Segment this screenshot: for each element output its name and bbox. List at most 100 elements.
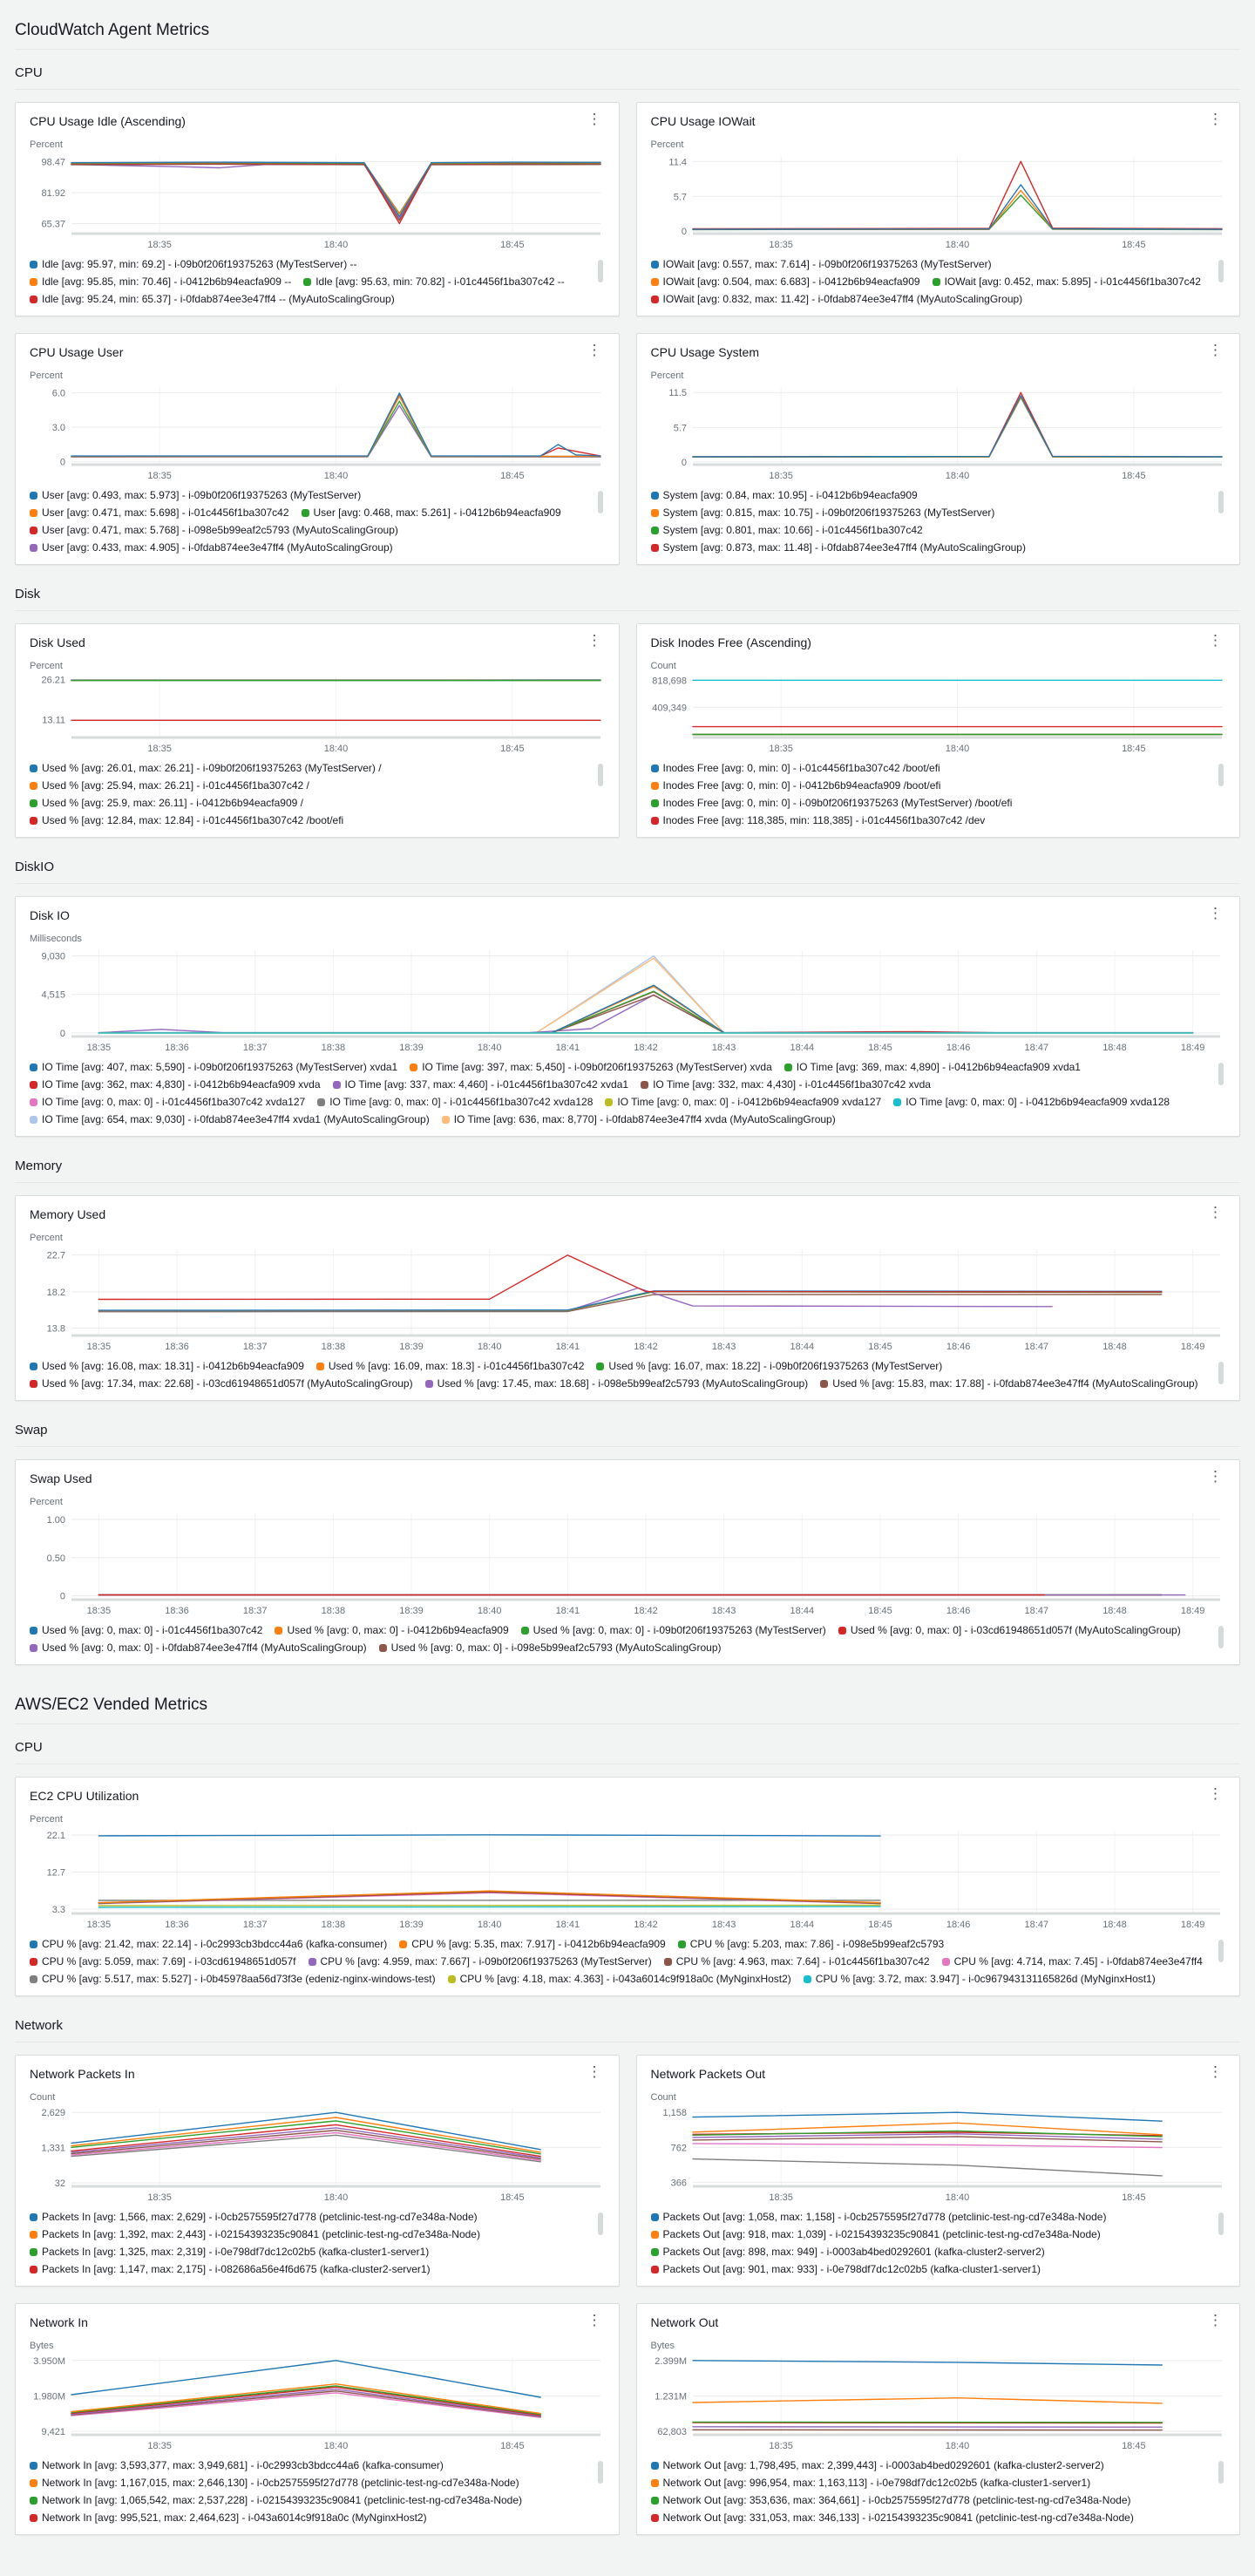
chart-plot[interactable]: 9,030 4,515 0 18:35 18:36 18:37 18:38 18:39 18:4…	[30, 946, 1225, 1056]
chart-plot[interactable]: 11.4 5.7 0 18:35 18:40 18:45	[651, 152, 1227, 253]
legend-item[interactable]: IO Time [avg: 654, max: 9,030] - i-0fdab…	[30, 1112, 430, 1127]
legend-item[interactable]: CPU % [avg: 4.18, max: 4.363] - i-043a60…	[447, 1972, 791, 1987]
legend-item[interactable]: Used % [avg: 15.83, max: 17.88] - i-0fda…	[820, 1376, 1198, 1391]
legend-item[interactable]: IO Time [avg: 337, max: 4,460] - i-01c44…	[332, 1077, 628, 1092]
legend-item[interactable]: System [avg: 0.815, max: 10.75] - i-09b0…	[650, 506, 994, 520]
chart-menu-button[interactable]: ⋮	[1205, 1469, 1225, 1484]
chart-menu-button[interactable]: ⋮	[585, 2064, 605, 2079]
legend-item[interactable]: Network In [avg: 1,167,015, max: 2,646,1…	[30, 2476, 519, 2491]
legend-item[interactable]: Used % [avg: 0, max: 0] - i-03cd61948651…	[838, 1623, 1181, 1638]
chart-plot[interactable]: 818,698 409,349 18:35 18:40 18:45	[651, 673, 1227, 757]
legend-item[interactable]: IO Time [avg: 636, max: 8,770] - i-0fdab…	[441, 1112, 836, 1127]
chart-plot[interactable]: 98.47 81.92 65.37 18:35 18:40 18:45	[30, 152, 606, 253]
chart-menu-button[interactable]: ⋮	[1205, 112, 1225, 126]
legend-item[interactable]: CPU % [avg: 5.35, max: 7.917] - i-0412b6…	[399, 1937, 666, 1952]
legend-item[interactable]: Network In [avg: 1,065,542, max: 2,537,2…	[30, 2493, 522, 2508]
legend-item[interactable]: User [avg: 0.468, max: 5.261] - i-0412b6…	[301, 506, 561, 520]
chart-plot[interactable]: 1.00 0.50 0 18:35 18:36 18:37 18:38 18:39 18:40 1…	[30, 1509, 1225, 1619]
legend-item[interactable]: CPU % [avg: 5.517, max: 5.527] - i-0b459…	[30, 1972, 436, 1987]
legend-item[interactable]: Used % [avg: 0, max: 0] - i-098e5b99eaf2…	[378, 1641, 722, 1655]
legend-scrollbar[interactable]	[1218, 2461, 1224, 2484]
chart-menu-button[interactable]: ⋮	[585, 633, 605, 648]
legend-item[interactable]: System [avg: 0.801, max: 10.66] - i-01c4…	[650, 523, 923, 538]
legend-item[interactable]: User [avg: 0.471, max: 5.698] - i-01c445…	[30, 506, 289, 520]
legend-item[interactable]: CPU % [avg: 21.42, max: 22.14] - i-0c299…	[30, 1937, 387, 1952]
chart-menu-button[interactable]: ⋮	[1205, 633, 1225, 648]
legend-item[interactable]: IOWait [avg: 0.504, max: 6.683] - i-0412…	[650, 275, 920, 289]
chart-menu-button[interactable]: ⋮	[585, 343, 605, 357]
legend-item[interactable]: Idle [avg: 95.85, min: 70.46] - i-0412b6…	[30, 275, 291, 289]
legend-scrollbar[interactable]	[1218, 491, 1224, 513]
legend-scrollbar[interactable]	[1218, 1940, 1224, 1962]
legend-item[interactable]: CPU % [avg: 3.72, max: 3.947] - i-0c9679…	[803, 1972, 1156, 1987]
legend-item[interactable]: User [avg: 0.471, max: 5.768] - i-098e5b…	[30, 523, 398, 538]
legend-item[interactable]: Inodes Free [avg: 0, min: 0] - i-0412b6b…	[650, 778, 940, 793]
legend-item[interactable]: Packets Out [avg: 918, max: 1,039] - i-0…	[650, 2227, 1101, 2242]
legend-item[interactable]: CPU % [avg: 4.714, max: 7.45] - i-0fdab8…	[941, 1954, 1203, 1969]
legend-item[interactable]: IO Time [avg: 0, max: 0] - i-01c4456f1ba…	[317, 1095, 593, 1110]
legend-item[interactable]: System [avg: 0.873, max: 11.48] - i-0fda…	[650, 540, 1026, 555]
legend-item[interactable]: Used % [avg: 17.45, max: 18.68] - i-098e…	[424, 1376, 808, 1391]
chart-plot[interactable]: 26.21 13.11 18:35 18:40 18:45	[30, 673, 606, 757]
legend-item[interactable]: Inodes Free [avg: 118,385, min: 118,385]…	[650, 813, 985, 828]
legend-item[interactable]: Packets In [avg: 1,147, max: 2,175] - i-…	[30, 2262, 431, 2277]
chart-menu-button[interactable]: ⋮	[585, 2313, 605, 2328]
chart-menu-button[interactable]: ⋮	[585, 112, 605, 126]
legend-item[interactable]: Network Out [avg: 353,636, max: 364,661]…	[650, 2493, 1131, 2508]
chart-menu-button[interactable]: ⋮	[1205, 1786, 1225, 1801]
legend-item[interactable]: CPU % [avg: 5.059, max: 7.69] - i-03cd61…	[30, 1954, 296, 1969]
legend-item[interactable]: CPU % [avg: 4.963, max: 7.64] - i-01c445…	[663, 1954, 930, 1969]
chart-plot[interactable]: 2,629 1,331 32 18:35 18:40 18:45	[30, 2104, 606, 2206]
legend-scrollbar[interactable]	[597, 2212, 603, 2235]
chart-plot[interactable]: 11.5 5.7 0 18:35 18:40 18:45	[651, 383, 1227, 484]
legend-item[interactable]: Network Out [avg: 331,053, max: 346,133]…	[650, 2511, 1134, 2525]
chart-plot[interactable]: 22.1 12.7 3.3 18:35 18:36 18:37 18:38 18:39 18:4…	[30, 1826, 1225, 1933]
legend-item[interactable]: User [avg: 0.433, max: 4.905] - i-0fdab8…	[30, 540, 393, 555]
legend-item[interactable]: IO Time [avg: 0, max: 0] - i-0412b6b94ea…	[893, 1095, 1170, 1110]
chart-menu-button[interactable]: ⋮	[1205, 906, 1225, 921]
legend-item[interactable]: Used % [avg: 26.01, max: 26.21] - i-09b0…	[30, 761, 382, 776]
legend-scrollbar[interactable]	[1218, 1362, 1224, 1384]
legend-item[interactable]: Network In [avg: 995,521, max: 2,464,623…	[30, 2511, 427, 2525]
legend-item[interactable]: IO Time [avg: 397, max: 5,450] - i-09b0f…	[410, 1060, 772, 1075]
legend-item[interactable]: IO Time [avg: 332, max: 4,430] - i-01c44…	[641, 1077, 931, 1092]
legend-item[interactable]: Idle [avg: 95.24, min: 65.37] - i-0fdab8…	[30, 292, 395, 307]
legend-item[interactable]: IOWait [avg: 0.557, max: 7.614] - i-09b0…	[650, 257, 992, 272]
legend-item[interactable]: Used % [avg: 12.84, max: 12.84] - i-01c4…	[30, 813, 343, 828]
legend-item[interactable]: Used % [avg: 0, max: 0] - i-0412b6b94eac…	[275, 1623, 509, 1638]
legend-item[interactable]: Packets Out [avg: 901, max: 933] - i-0e7…	[650, 2262, 1041, 2277]
legend-item[interactable]: Used % [avg: 0, max: 0] - i-09b0f206f193…	[520, 1623, 826, 1638]
legend-scrollbar[interactable]	[1218, 1063, 1224, 1085]
legend-item[interactable]: Packets Out [avg: 898, max: 949] - i-000…	[650, 2245, 1045, 2260]
legend-item[interactable]: Packets In [avg: 1,325, max: 2,319] - i-…	[30, 2245, 429, 2260]
legend-scrollbar[interactable]	[597, 2461, 603, 2484]
legend-item[interactable]: Packets Out [avg: 1,058, max: 1,158] - i…	[650, 2210, 1106, 2225]
legend-item[interactable]: Packets In [avg: 1,392, max: 2,443] - i-…	[30, 2227, 480, 2242]
legend-item[interactable]: Used % [avg: 16.08, max: 18.31] - i-0412…	[30, 1359, 304, 1374]
legend-item[interactable]: Inodes Free [avg: 0, min: 0] - i-09b0f20…	[650, 796, 1012, 811]
legend-item[interactable]: Idle [avg: 95.63, min: 70.82] - i-01c445…	[303, 275, 565, 289]
legend-item[interactable]: System [avg: 0.84, max: 10.95] - i-0412b…	[650, 488, 918, 503]
legend-item[interactable]: IO Time [avg: 362, max: 4,830] - i-0412b…	[30, 1077, 321, 1092]
chart-plot[interactable]: 22.7 18.2 13.8 18:35 18:36 18:37 18:38 18:39 18:…	[30, 1245, 1225, 1355]
legend-item[interactable]: Packets In [avg: 1,566, max: 2,629] - i-…	[30, 2210, 478, 2225]
legend-item[interactable]: Used % [avg: 0, max: 0] - i-0fdab874ee3e…	[30, 1641, 367, 1655]
legend-item[interactable]: Inodes Free [avg: 0, min: 0] - i-01c4456…	[650, 761, 940, 776]
legend-item[interactable]: IO Time [avg: 407, max: 5,590] - i-09b0f…	[30, 1060, 397, 1075]
chart-plot[interactable]: 1,158 762 366 18:35 18:40 18:45	[651, 2104, 1227, 2206]
legend-scrollbar[interactable]	[597, 491, 603, 513]
legend-item[interactable]: Used % [avg: 16.09, max: 18.3] - i-01c44…	[315, 1359, 584, 1374]
legend-item[interactable]: Network Out [avg: 1,798,495, max: 2,399,…	[650, 2458, 1104, 2473]
legend-item[interactable]: CPU % [avg: 5.203, max: 7.86] - i-098e5b…	[677, 1937, 944, 1952]
legend-item[interactable]: User [avg: 0.493, max: 5.973] - i-09b0f2…	[30, 488, 361, 503]
legend-scrollbar[interactable]	[597, 764, 603, 786]
legend-scrollbar[interactable]	[1218, 2212, 1224, 2235]
legend-scrollbar[interactable]	[1218, 764, 1224, 786]
chart-menu-button[interactable]: ⋮	[1205, 2064, 1225, 2079]
legend-item[interactable]: Used % [avg: 16.07, max: 18.22] - i-09b0…	[596, 1359, 942, 1374]
legend-item[interactable]: Used % [avg: 0, max: 0] - i-01c4456f1ba3…	[30, 1623, 262, 1638]
legend-item[interactable]: Used % [avg: 25.94, max: 26.21] - i-01c4…	[30, 778, 309, 793]
legend-scrollbar[interactable]	[1218, 1626, 1224, 1648]
legend-item[interactable]: Used % [avg: 17.34, max: 22.68] - i-03cd…	[30, 1376, 413, 1391]
legend-scrollbar[interactable]	[1218, 260, 1224, 282]
